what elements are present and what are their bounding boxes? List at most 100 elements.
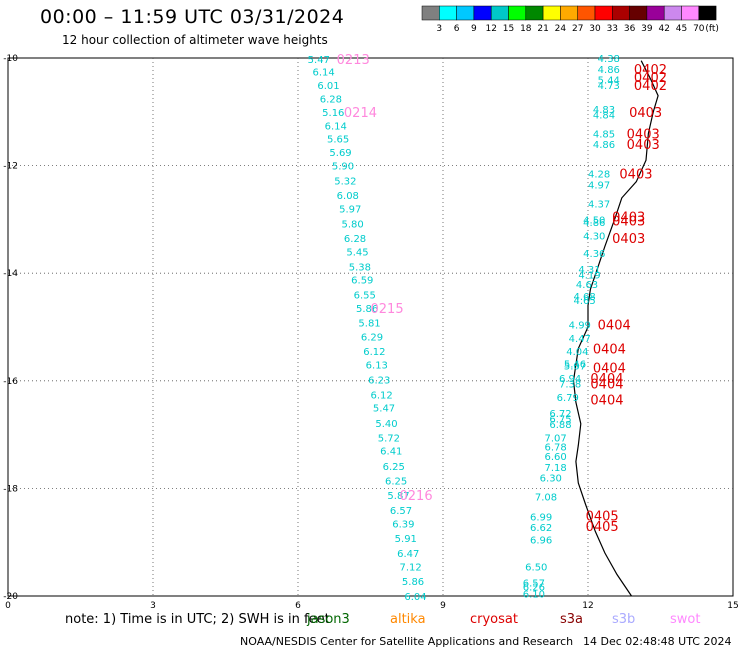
pass-time-label: 0403 — [627, 127, 660, 142]
swh-value: 5.80 — [342, 220, 364, 231]
pass-time-label: 0405 — [586, 520, 619, 535]
swh-value: 5.65 — [327, 135, 349, 146]
x-tick-label: 9 — [440, 601, 446, 611]
x-tick-label: 3 — [150, 601, 156, 611]
swh-value: 4.97 — [588, 180, 610, 191]
map-title: 00:00 – 11:59 UTC 03/31/2024 — [40, 6, 345, 28]
swh-value: 4.28 — [588, 170, 610, 181]
colorbar-label: 6 — [454, 24, 460, 34]
swh-value: 6.96 — [530, 536, 552, 547]
swh-value: 6.59 — [351, 276, 373, 287]
swh-value: 4.30 — [583, 232, 605, 243]
swh-value: 7.08 — [535, 492, 557, 503]
swh-value: 4.38 — [598, 54, 620, 65]
swh-value: 6.23 — [368, 376, 390, 387]
swh-value: 4.83 — [593, 105, 615, 116]
swh-value: 5.44 — [598, 76, 620, 87]
swh-value: 6.30 — [540, 474, 562, 485]
satellite-label-s3b: s3b — [612, 612, 636, 627]
colorbar-label: 70 — [693, 24, 705, 34]
swh-value: 5.91 — [395, 534, 417, 545]
colorbar-label: 24 — [555, 24, 567, 34]
colorbar-swatch — [490, 5, 509, 21]
colorbar-swatch — [508, 5, 527, 21]
swh-value: 5.81 — [358, 319, 380, 330]
colorbar-unit: (ft) — [705, 24, 719, 34]
colorbar-label: 33 — [607, 24, 618, 34]
y-tick-label: -16 — [3, 377, 18, 387]
swh-value: 5.46 — [564, 360, 586, 371]
pass-time-label: 0402 — [634, 63, 667, 78]
swh-value: 6.72 — [549, 409, 571, 420]
colorbar-swatch — [577, 5, 596, 21]
swh-value: 5.45 — [346, 248, 368, 259]
pass-time-label: 0402 — [634, 79, 667, 94]
swh-value: 6.14 — [313, 67, 335, 78]
swh-value: 6.04 — [404, 592, 426, 603]
colorbar-swatch — [629, 5, 648, 21]
swh-value: 4.04 — [566, 347, 588, 358]
swh-value: 6.25 — [385, 476, 407, 487]
colorbar-swatch — [456, 5, 475, 21]
swh-value: 6.57 — [523, 579, 545, 590]
swh-value: 7.18 — [545, 463, 567, 474]
pass-time-label: 0404 — [590, 372, 623, 387]
swh-value: 5.87 — [387, 491, 409, 502]
swh-value: 5.86 — [356, 304, 378, 315]
generation-timestamp: 14 Dec 02:48:48 UTC 2024 — [583, 635, 732, 648]
map-frame — [7, 57, 734, 597]
pass-time-label: 0404 — [590, 394, 623, 409]
y-tick-label: -10 — [3, 54, 18, 64]
swh-value: 5.90 — [332, 162, 354, 173]
pass-time-label: 0216 — [400, 489, 433, 504]
swh-value: 6.26 — [523, 582, 545, 593]
colorbar-swatch — [421, 5, 440, 21]
pass-time-label: 0405 — [586, 509, 619, 524]
colorbar-swatch — [560, 5, 578, 21]
swh-value: 6.60 — [545, 452, 567, 463]
swh-value: 6.01 — [317, 81, 339, 92]
x-tick-label: 15 — [727, 601, 738, 611]
swh-value: 4.73 — [598, 81, 620, 92]
swh-value: 7.12 — [400, 562, 422, 573]
swh-value: 6.88 — [549, 420, 571, 431]
swh-value: 4.86 — [598, 65, 620, 76]
colorbar-swatch — [473, 5, 492, 21]
swh-value: 6.10 — [523, 589, 545, 600]
colorbar-swatch — [594, 5, 613, 21]
swh-value: 6.13 — [366, 361, 388, 372]
pass-time-label: 0403 — [629, 106, 662, 121]
colorbar-swatch — [439, 5, 457, 21]
swh-value: 6.62 — [530, 523, 552, 534]
swh-value: 6.41 — [380, 447, 402, 458]
swh-value: 6.47 — [397, 549, 419, 560]
colorbar-swatch — [663, 5, 682, 21]
pass-time-label: 0402 — [634, 71, 667, 86]
swh-value: 4.86 — [593, 140, 615, 151]
colorbar-label: 15 — [503, 24, 514, 34]
swh-value: 5.72 — [378, 433, 400, 444]
colorbar-label: 30 — [589, 24, 601, 34]
satellite-label-cryosat: cryosat — [470, 612, 518, 627]
pass-time-label: 0403 — [612, 211, 645, 226]
swh-value: 6.12 — [371, 390, 393, 401]
swh-value: 6.39 — [392, 519, 414, 530]
colorbar-swatch — [612, 5, 630, 21]
satellite-label-jason3: jason3 — [307, 612, 350, 627]
y-tick-label: -14 — [3, 269, 18, 279]
swh-value: 6.78 — [545, 442, 567, 453]
colorbar-swatch — [681, 5, 700, 21]
colorbar-label: 21 — [537, 24, 548, 34]
swh-value: 5.97 — [339, 205, 361, 216]
swh-value: 5.47 — [373, 404, 395, 415]
pass-time-label: 0214 — [344, 106, 377, 121]
pass-time-label: 0403 — [612, 232, 645, 247]
swh-value: 6.28 — [344, 234, 366, 245]
colorbar-label: 12 — [485, 24, 496, 34]
colorbar-swatch — [525, 5, 544, 21]
swh-value: 6.29 — [361, 333, 383, 344]
x-tick-label: 6 — [295, 601, 301, 611]
pass-time-label: 0403 — [619, 168, 652, 183]
swh-value: 6.50 — [525, 562, 547, 573]
swh-value: 5.86 — [402, 577, 424, 588]
